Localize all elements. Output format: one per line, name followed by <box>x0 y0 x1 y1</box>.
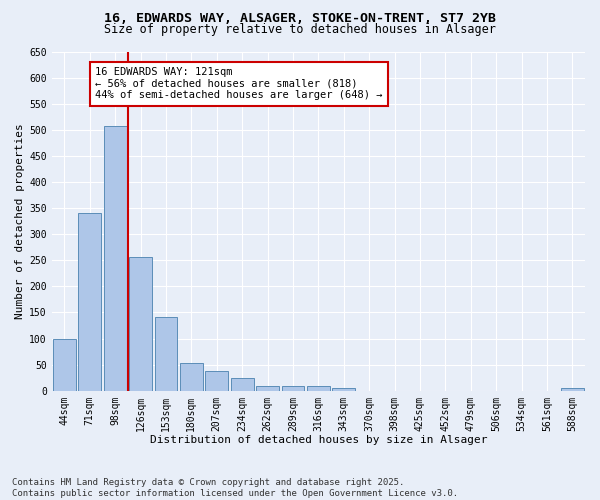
Text: Contains HM Land Registry data © Crown copyright and database right 2025.
Contai: Contains HM Land Registry data © Crown c… <box>12 478 458 498</box>
Bar <box>180 362 203 390</box>
Bar <box>332 388 355 390</box>
Bar <box>307 386 330 390</box>
Bar <box>231 378 254 390</box>
Text: Size of property relative to detached houses in Alsager: Size of property relative to detached ho… <box>104 24 496 36</box>
Y-axis label: Number of detached properties: Number of detached properties <box>15 123 25 319</box>
Text: 16 EDWARDS WAY: 121sqm
← 56% of detached houses are smaller (818)
44% of semi-de: 16 EDWARDS WAY: 121sqm ← 56% of detached… <box>95 67 382 100</box>
Bar <box>104 126 127 390</box>
Bar <box>53 338 76 390</box>
Bar <box>281 386 304 390</box>
Bar <box>79 214 101 390</box>
X-axis label: Distribution of detached houses by size in Alsager: Distribution of detached houses by size … <box>149 435 487 445</box>
Bar <box>155 317 178 390</box>
Bar <box>129 256 152 390</box>
Bar <box>205 372 228 390</box>
Bar <box>256 386 279 390</box>
Text: 16, EDWARDS WAY, ALSAGER, STOKE-ON-TRENT, ST7 2YB: 16, EDWARDS WAY, ALSAGER, STOKE-ON-TRENT… <box>104 12 496 26</box>
Bar <box>561 388 584 390</box>
